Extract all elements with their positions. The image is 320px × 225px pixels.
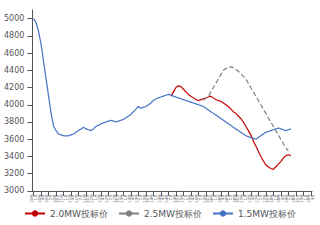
svg-text:16年: 16年 — [209, 193, 215, 203]
svg-text:19年: 19年 — [299, 193, 304, 203]
svg-text:7月: 7月 — [227, 193, 233, 201]
svg-text:1月: 1月 — [272, 193, 278, 201]
svg-text:7月: 7月 — [77, 193, 83, 201]
svg-text:10月: 10月 — [205, 193, 211, 203]
svg-text:7月: 7月 — [107, 193, 113, 201]
svg-text:14年: 14年 — [164, 193, 170, 203]
svg-text:4月: 4月 — [160, 193, 166, 201]
svg-text:4月: 4月 — [190, 193, 196, 201]
svg-text:2.0MW投标价: 2.0MW投标价 — [50, 209, 108, 219]
svg-text:18年: 18年 — [269, 193, 274, 203]
svg-text:4月: 4月 — [40, 193, 46, 201]
svg-text:4月: 4月 — [130, 193, 136, 201]
svg-text:7月: 7月 — [287, 193, 293, 201]
svg-text:4月: 4月 — [70, 193, 76, 201]
svg-text:11年: 11年 — [66, 193, 72, 203]
svg-text:12年: 12年 — [104, 193, 110, 203]
svg-text:15年: 15年 — [179, 193, 185, 203]
svg-text:10月: 10月 — [115, 193, 121, 203]
svg-text:1月: 1月 — [62, 193, 68, 201]
svg-text:16年: 16年 — [216, 193, 222, 203]
svg-text:15年: 15年 — [186, 193, 192, 203]
svg-text:10月: 10月 — [85, 193, 91, 203]
svg-text:18年: 18年 — [276, 193, 282, 203]
svg-text:10年: 10年 — [36, 193, 42, 203]
svg-text:13年: 13年 — [141, 193, 147, 203]
svg-text:3200: 3200 — [4, 169, 24, 178]
svg-text:11年: 11年 — [81, 193, 87, 203]
svg-text:10年: 10年 — [51, 193, 57, 203]
svg-text:2.5MW投标价: 2.5MW投标价 — [144, 209, 202, 219]
svg-text:3800: 3800 — [4, 117, 24, 126]
svg-text:7月: 7月 — [47, 193, 53, 201]
svg-text:7月: 7月 — [137, 193, 143, 201]
svg-text:18年: 18年 — [291, 193, 297, 203]
svg-text:18年: 18年 — [284, 193, 289, 203]
svg-text:4000: 4000 — [4, 100, 24, 109]
svg-text:13年: 13年 — [126, 193, 132, 203]
svg-text:4月: 4月 — [310, 194, 315, 201]
svg-text:4200: 4200 — [4, 83, 24, 92]
svg-text:19年: 19年 — [306, 193, 312, 203]
svg-text:17年: 17年 — [246, 193, 252, 203]
svg-text:13年: 13年 — [134, 193, 140, 203]
svg-text:10年: 10年 — [29, 193, 35, 203]
svg-text:11年: 11年 — [74, 193, 80, 203]
svg-text:1月: 1月 — [302, 193, 308, 201]
svg-text:4400: 4400 — [4, 66, 24, 75]
svg-text:7月: 7月 — [167, 193, 173, 201]
svg-text:14年: 14年 — [171, 193, 177, 203]
svg-text:14年: 14年 — [149, 193, 155, 203]
svg-text:4月: 4月 — [280, 193, 286, 201]
svg-text:3600: 3600 — [4, 135, 24, 144]
svg-text:1月: 1月 — [122, 193, 128, 201]
svg-text:1月: 1月 — [32, 193, 38, 201]
svg-text:1.5MW投标价: 1.5MW投标价 — [238, 209, 296, 219]
svg-text:17年: 17年 — [261, 193, 267, 203]
svg-text:3400: 3400 — [4, 152, 24, 161]
svg-text:1月: 1月 — [212, 193, 218, 201]
svg-text:10月: 10月 — [295, 193, 301, 203]
svg-text:10月: 10月 — [145, 193, 151, 203]
svg-text:1月: 1月 — [242, 193, 248, 201]
svg-text:12年: 12年 — [111, 193, 117, 203]
svg-text:17年: 17年 — [254, 193, 259, 203]
svg-text:10年: 10年 — [44, 193, 50, 203]
svg-text:4月: 4月 — [100, 193, 106, 201]
svg-text:4月: 4月 — [250, 193, 256, 201]
svg-text:16年: 16年 — [231, 193, 237, 203]
svg-text:17年: 17年 — [239, 193, 244, 203]
svg-text:10月: 10月 — [235, 193, 241, 203]
svg-text:12年: 12年 — [96, 193, 102, 203]
svg-text:1月: 1月 — [182, 193, 188, 201]
svg-text:14年: 14年 — [156, 193, 162, 203]
svg-text:15年: 15年 — [194, 193, 200, 203]
svg-text:12年: 12年 — [89, 193, 95, 203]
svg-text:10月: 10月 — [175, 193, 181, 203]
svg-text:15年: 15年 — [201, 193, 207, 203]
svg-text:4800: 4800 — [4, 31, 24, 40]
svg-text:1月: 1月 — [92, 193, 98, 201]
svg-text:10月: 10月 — [55, 193, 61, 203]
svg-text:13年: 13年 — [119, 193, 125, 203]
svg-text:4600: 4600 — [4, 49, 24, 58]
svg-text:11年: 11年 — [59, 193, 65, 203]
svg-text:1月: 1月 — [152, 193, 158, 201]
svg-text:7月: 7月 — [197, 193, 203, 201]
svg-text:4月: 4月 — [220, 193, 226, 201]
svg-text:3000: 3000 — [4, 186, 24, 195]
svg-text:7月: 7月 — [257, 193, 263, 201]
svg-text:10月: 10月 — [265, 193, 271, 203]
svg-text:5000: 5000 — [4, 14, 24, 23]
svg-text:16年: 16年 — [224, 193, 230, 203]
